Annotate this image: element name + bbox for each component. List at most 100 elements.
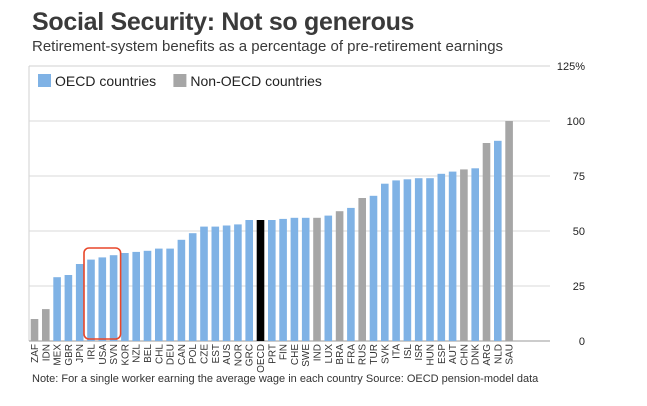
y-tick-label: 75 bbox=[573, 171, 585, 183]
bar-aus bbox=[222, 225, 231, 341]
x-category-label: ISL bbox=[403, 344, 414, 359]
y-axis-ticks: 0 25 50 75 100 125% bbox=[557, 61, 585, 348]
chart-title: Social Security: Not so generous bbox=[32, 8, 415, 36]
bar-idn bbox=[42, 309, 50, 341]
x-category-label: JPN bbox=[75, 344, 86, 363]
bar-mex bbox=[53, 277, 61, 341]
x-category-label: CAN bbox=[177, 344, 188, 365]
bar-ind bbox=[313, 217, 321, 341]
y-tick-label: 0 bbox=[579, 336, 585, 348]
x-category-label: NOR bbox=[233, 344, 244, 366]
y-tick-label: 50 bbox=[573, 226, 585, 238]
x-category-label: IRL bbox=[87, 344, 98, 360]
bar-jpn bbox=[75, 264, 84, 341]
bar-can bbox=[177, 239, 186, 341]
bar-isr bbox=[414, 178, 423, 341]
x-category-label: CHL bbox=[154, 344, 165, 364]
legend-swatch bbox=[173, 74, 187, 87]
legend-label: Non-OECD countries bbox=[190, 73, 322, 89]
bar-arg bbox=[482, 143, 491, 341]
bar-usa bbox=[98, 257, 107, 341]
bar-sau bbox=[505, 121, 513, 341]
x-category-label: TUR bbox=[369, 344, 380, 365]
bar-swe bbox=[301, 217, 310, 341]
x-category-label: AUS bbox=[222, 344, 233, 365]
bar-tur bbox=[369, 195, 378, 341]
bar-fin bbox=[279, 218, 287, 341]
y-tick-label: 100 bbox=[567, 116, 585, 128]
bar-esp bbox=[437, 173, 446, 341]
x-category-label: FIN bbox=[279, 344, 290, 360]
x-category-label: GBR bbox=[64, 344, 75, 366]
x-category-label: IDN bbox=[41, 344, 52, 361]
x-category-label: NZL bbox=[132, 344, 143, 363]
x-category-label: CHE bbox=[290, 344, 301, 365]
bars bbox=[30, 121, 513, 341]
bar-fra bbox=[347, 207, 355, 341]
x-category-label: SVN bbox=[109, 344, 120, 365]
bar-hun bbox=[426, 178, 434, 341]
x-category-label: DNK bbox=[471, 344, 482, 365]
bar-oecd bbox=[256, 220, 265, 341]
x-category-label: KOR bbox=[120, 344, 131, 366]
bar-cze bbox=[200, 226, 208, 341]
x-category-label: HUN bbox=[426, 344, 437, 366]
bar-nor bbox=[234, 224, 242, 341]
bar-svn bbox=[109, 255, 118, 341]
x-category-label: POL bbox=[188, 344, 199, 364]
bar-ita bbox=[392, 180, 400, 341]
x-category-label: BEL bbox=[143, 344, 154, 363]
x-category-label: MEX bbox=[53, 344, 64, 366]
x-category-label: IND bbox=[313, 344, 324, 361]
x-category-label: CZE bbox=[200, 344, 211, 364]
bar-bel bbox=[143, 250, 152, 341]
bar-gbr bbox=[64, 275, 73, 341]
x-category-label: OECD bbox=[256, 344, 267, 373]
bar-deu bbox=[166, 248, 174, 341]
x-category-label: GRC bbox=[245, 344, 256, 366]
x-category-label: SVK bbox=[380, 344, 391, 364]
x-category-label: DEU bbox=[166, 344, 177, 365]
x-category-label: ZAF bbox=[30, 344, 41, 363]
bar-che bbox=[290, 217, 299, 341]
bar-lux bbox=[324, 215, 333, 341]
x-category-label: USA bbox=[98, 344, 109, 365]
legend-label: OECD countries bbox=[55, 73, 156, 89]
highlight-box bbox=[83, 247, 122, 340]
x-category-label: ISR bbox=[414, 344, 425, 361]
x-category-label: ESP bbox=[437, 344, 448, 364]
x-category-label: ARG bbox=[482, 344, 493, 366]
x-category-label: NLD bbox=[493, 344, 504, 364]
x-category-label: SWE bbox=[301, 344, 312, 367]
y-tick-label: 125% bbox=[557, 61, 585, 73]
bar-est bbox=[211, 226, 220, 341]
bar-bra bbox=[335, 211, 344, 341]
bar-kor bbox=[121, 253, 129, 341]
bar-chn bbox=[460, 169, 468, 341]
x-category-label: EST bbox=[211, 344, 222, 363]
footnote: Note: For a single worker earning the av… bbox=[32, 373, 539, 385]
x-category-label: FRA bbox=[346, 344, 357, 364]
bar-zaf bbox=[30, 319, 39, 341]
legend: OECD countries Non-OECD countries bbox=[38, 73, 322, 89]
bar-dnk bbox=[471, 168, 479, 341]
legend-swatch bbox=[38, 74, 51, 87]
x-category-label: AUT bbox=[448, 344, 459, 364]
bar-irl bbox=[87, 259, 95, 341]
bar-svk bbox=[381, 183, 389, 341]
x-category-label: CHN bbox=[459, 344, 470, 366]
bar-prt bbox=[268, 220, 276, 341]
x-axis-labels: ZAF IDN MEX GBR JPN IRL USA SVN KOR NZL BEL CHL DEU C… bbox=[30, 344, 516, 373]
y-tick-label: 25 bbox=[573, 281, 585, 293]
bar-chl bbox=[155, 248, 163, 341]
bar-grc bbox=[245, 220, 253, 341]
bar-isl bbox=[403, 179, 412, 341]
bar-nzl bbox=[132, 251, 140, 341]
bar-aut bbox=[448, 171, 457, 341]
bar-pol bbox=[188, 233, 197, 341]
highlight-group bbox=[83, 247, 122, 340]
x-category-label: BRA bbox=[335, 344, 346, 365]
x-category-label: SAU bbox=[505, 344, 516, 365]
x-category-label: ITA bbox=[392, 344, 403, 359]
